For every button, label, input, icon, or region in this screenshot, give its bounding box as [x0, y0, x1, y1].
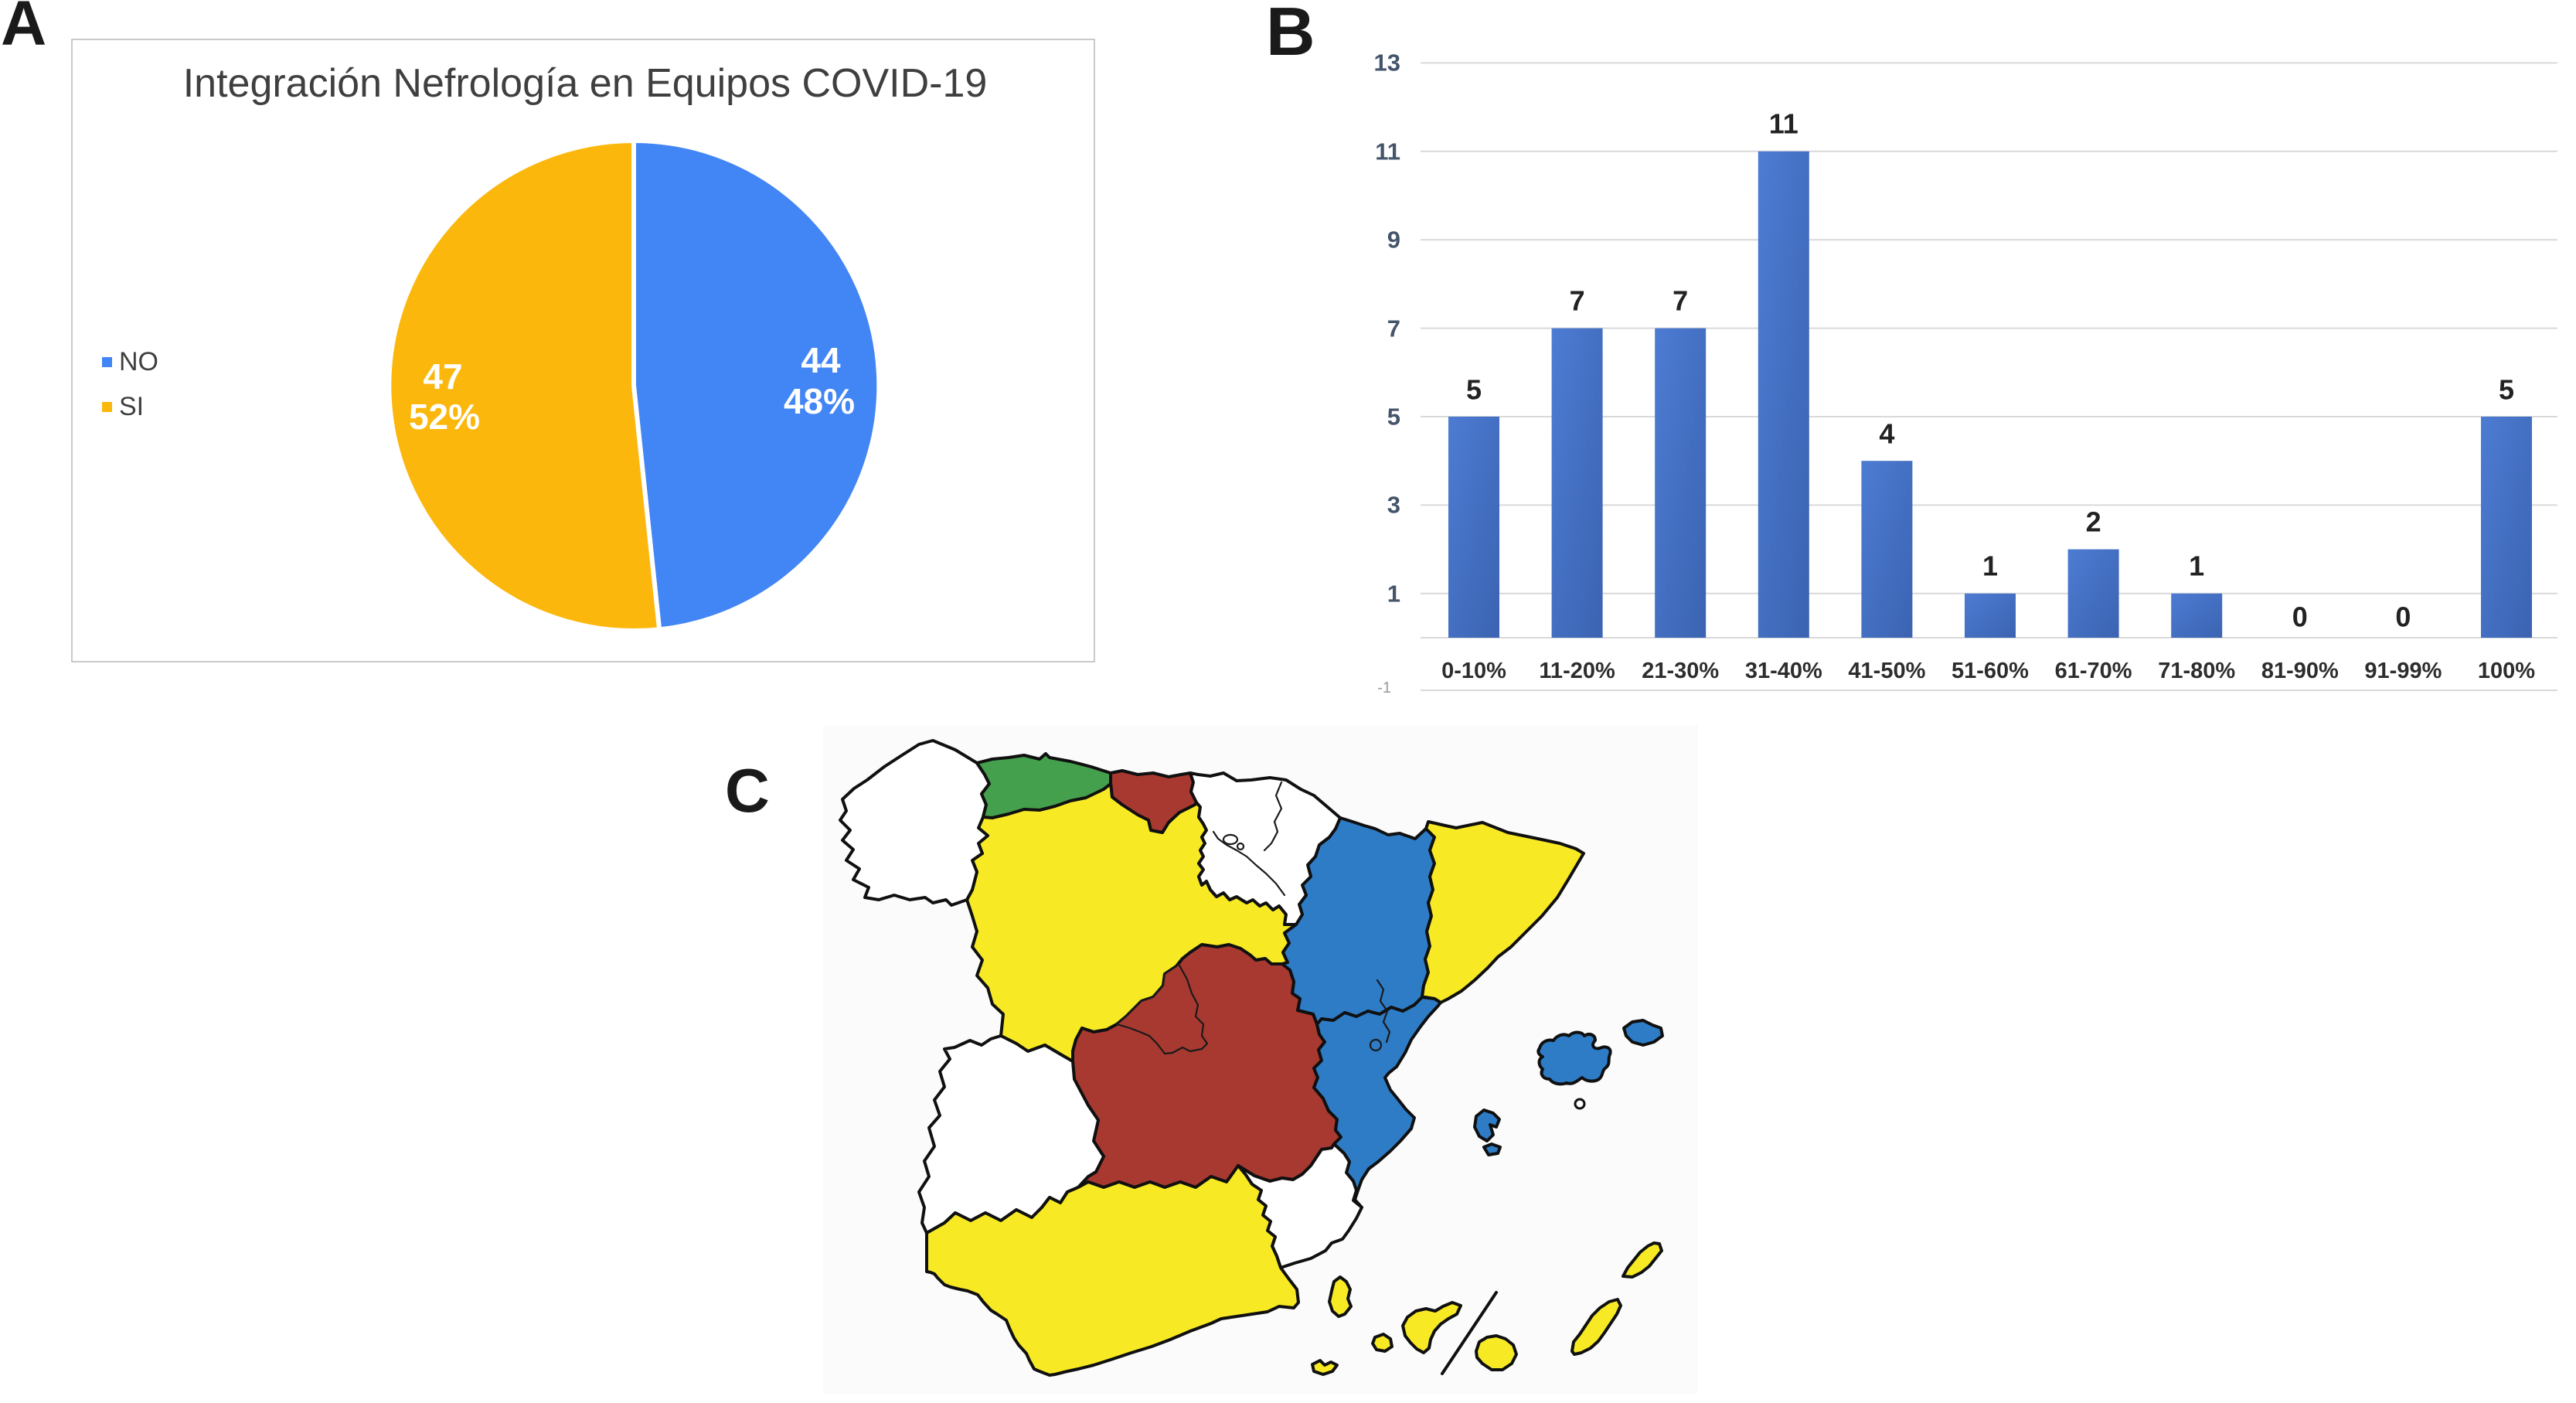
svg-text:41-50%: 41-50% — [1848, 659, 1925, 683]
svg-text:48%: 48% — [784, 381, 855, 421]
svg-text:Integración Nefrología en Equi: Integración Nefrología en Equipos COVID-… — [183, 61, 988, 106]
svg-text:5: 5 — [1387, 404, 1400, 431]
svg-text:0: 0 — [2292, 601, 2308, 633]
svg-text:51-60%: 51-60% — [1952, 659, 2029, 683]
svg-text:4: 4 — [1879, 418, 1894, 450]
svg-text:9: 9 — [1387, 226, 1400, 254]
svg-text:1: 1 — [1387, 581, 1400, 608]
svg-text:5: 5 — [2499, 374, 2514, 406]
svg-text:SI: SI — [119, 392, 144, 421]
svg-text:61-70%: 61-70% — [2055, 659, 2132, 683]
svg-text:0: 0 — [2395, 601, 2411, 633]
svg-text:-1: -1 — [1377, 679, 1391, 696]
svg-text:7: 7 — [1387, 315, 1400, 342]
svg-text:47: 47 — [423, 356, 462, 397]
svg-text:NO: NO — [119, 347, 158, 376]
svg-text:7: 7 — [1673, 285, 1688, 317]
svg-text:21-30%: 21-30% — [1642, 659, 1719, 683]
svg-text:1: 1 — [2189, 550, 2204, 582]
svg-text:11: 11 — [1375, 138, 1400, 165]
svg-text:11-20%: 11-20% — [1539, 659, 1615, 683]
svg-text:13: 13 — [1374, 49, 1400, 77]
svg-text:0-10%: 0-10% — [1441, 659, 1506, 683]
svg-text:91-99%: 91-99% — [2364, 659, 2442, 683]
svg-text:C: C — [725, 756, 770, 825]
svg-text:11: 11 — [1769, 108, 1798, 140]
svg-text:A: A — [1, 0, 46, 59]
svg-text:71-80%: 71-80% — [2158, 659, 2235, 683]
svg-text:B: B — [1266, 0, 1315, 70]
svg-text:1: 1 — [1982, 550, 1998, 582]
svg-text:5: 5 — [1466, 374, 1482, 406]
svg-text:52%: 52% — [409, 397, 480, 437]
svg-text:31-40%: 31-40% — [1745, 659, 1822, 683]
svg-text:7: 7 — [1570, 285, 1585, 317]
svg-text:3: 3 — [1387, 492, 1400, 519]
svg-text:2: 2 — [2086, 506, 2101, 538]
svg-text:100%: 100% — [2478, 659, 2535, 683]
svg-text:44: 44 — [801, 340, 841, 380]
svg-text:81-90%: 81-90% — [2261, 659, 2339, 683]
